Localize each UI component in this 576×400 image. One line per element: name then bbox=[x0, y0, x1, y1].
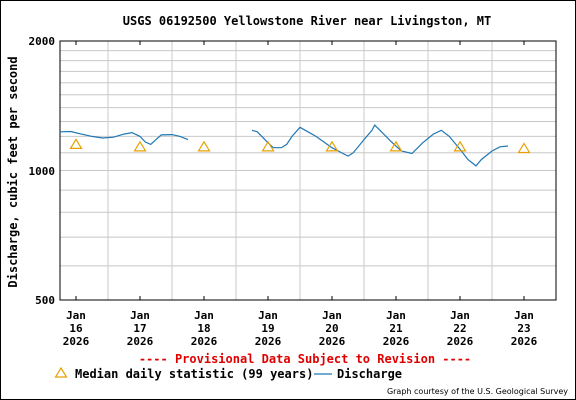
legend-median-label: Median daily statistic (99 years) bbox=[75, 367, 313, 381]
median-triangle-marker bbox=[325, 140, 339, 152]
credit-text: Graph courtesy of the U.S. Geological Su… bbox=[387, 387, 568, 396]
median-triangle-marker bbox=[389, 140, 403, 152]
x-tick-label: Jan 23 2026 bbox=[511, 309, 538, 348]
provisional-notice: ---- Provisional Data Subject to Revisio… bbox=[139, 352, 471, 366]
x-tick-labels: Jan 16 2026 Jan 17 2026 Jan 18 2026 Jan 19 2026 Jan 2… bbox=[63, 309, 538, 348]
median-triangle-marker bbox=[261, 140, 275, 152]
y-tick-label-500: 500 bbox=[35, 294, 55, 307]
discharge-series bbox=[59, 124, 509, 167]
plot-frame bbox=[59, 40, 557, 301]
discharge-line bbox=[251, 124, 509, 167]
y-tick-label-1000: 1000 bbox=[29, 165, 56, 178]
legend-discharge-label: Discharge bbox=[337, 367, 402, 381]
legend-triangle-icon bbox=[54, 366, 68, 378]
median-triangle-marker bbox=[453, 140, 467, 152]
x-tick-label: Jan 22 2026 bbox=[447, 309, 474, 348]
median-triangle-marker bbox=[197, 140, 211, 152]
chart-title: USGS 06192500 Yellowstone River near Liv… bbox=[123, 14, 491, 28]
y-axis-label: Discharge, cubic feet per second bbox=[6, 56, 20, 287]
median-triangle-marker bbox=[133, 140, 147, 152]
median-markers bbox=[69, 138, 531, 154]
x-tick-label: Jan 17 2026 bbox=[127, 309, 154, 348]
x-tick-label: Jan 21 2026 bbox=[383, 309, 410, 348]
x-tick-label: Jan 19 2026 bbox=[255, 309, 282, 348]
discharge-line bbox=[59, 130, 189, 146]
median-triangle-marker bbox=[517, 142, 531, 154]
grid-lines bbox=[60, 41, 556, 300]
x-tick-label: Jan 16 2026 bbox=[63, 309, 90, 348]
median-triangle-marker bbox=[69, 138, 83, 149]
y-tick-label-2000: 2000 bbox=[29, 35, 56, 48]
x-tick-label: Jan 20 2026 bbox=[319, 309, 346, 348]
x-tick-label: Jan 18 2026 bbox=[191, 309, 218, 348]
